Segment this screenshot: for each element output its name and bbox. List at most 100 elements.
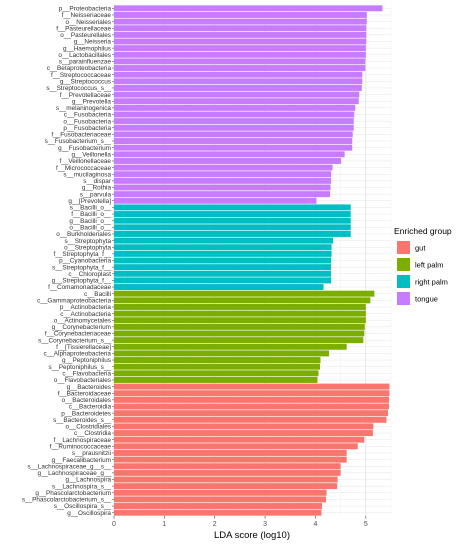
- bar: [114, 443, 358, 450]
- x-tick-label: 0: [112, 521, 116, 528]
- category-label: s__Streptophyta_f__: [52, 264, 111, 271]
- bar: [114, 144, 353, 151]
- bar: [114, 217, 351, 224]
- legend-swatch: [397, 258, 410, 271]
- bar: [114, 244, 332, 251]
- bar: [114, 124, 354, 131]
- category-label: g__Oscillospira: [67, 510, 111, 517]
- bar: [114, 436, 365, 443]
- category-label: p__Bacteroidetes: [61, 410, 111, 417]
- bar: [114, 257, 332, 264]
- category-label: c__Bacteroidia: [69, 404, 112, 411]
- legend-label: right palm: [415, 278, 448, 287]
- category-label: g__Prevotella: [72, 98, 112, 105]
- category-label: f__[Tissierellaceae]: [56, 344, 111, 351]
- category-label: s__dispar: [83, 178, 112, 185]
- category-label: c__Betaproteobacteria: [47, 65, 112, 72]
- bar: [114, 51, 366, 58]
- category-label: p__Proteobacteria: [59, 6, 112, 13]
- bar: [114, 483, 338, 490]
- bar: [114, 390, 390, 397]
- bar: [114, 476, 338, 483]
- category-label: g__Streptophyta_f__: [52, 278, 112, 285]
- bar: [114, 18, 367, 25]
- category-label: s__prausnitzii: [72, 450, 111, 457]
- category-label: g__Lachnospiraceae_g__: [37, 470, 111, 477]
- bar: [114, 65, 366, 72]
- bar: [114, 330, 365, 337]
- category-label: g__Phascolarctobacterium: [35, 490, 111, 497]
- category-label: c__Gammaproteobacteria: [37, 298, 111, 305]
- category-label: g__Faecalibacterium: [52, 457, 111, 464]
- category-label: c__Flavobacteria: [62, 371, 111, 378]
- bar: [114, 376, 318, 383]
- x-tick-label: 3: [263, 521, 267, 528]
- category-label: f__Pasteurellaceae: [56, 25, 111, 32]
- category-label: g__Peptoniphilus: [62, 357, 111, 364]
- legend-label: tongue: [415, 295, 438, 304]
- category-label: g__Neisseria: [74, 39, 112, 46]
- category-label: p__Actinobacteria: [60, 304, 112, 311]
- bar: [114, 363, 320, 370]
- category-label: c__Bacilli: [84, 291, 111, 298]
- category-label: s__melaninogenica: [56, 105, 112, 112]
- bar: [114, 151, 345, 158]
- bar: [114, 204, 351, 211]
- bar: [114, 503, 323, 510]
- category-label: o__Clostridiales: [66, 424, 111, 431]
- bar: [114, 224, 351, 231]
- category-label: o__Streptophyta: [64, 244, 111, 251]
- bar: [114, 38, 367, 45]
- category-label: g__[Prevotella]: [68, 198, 111, 205]
- category-label: f__Ruminococcaceae: [50, 444, 112, 451]
- category-label: g__Veillonella: [72, 152, 112, 159]
- bar: [114, 45, 366, 52]
- bar: [114, 423, 374, 430]
- x-tick-label: 4: [314, 521, 318, 528]
- category-label: g__Bacilli_o__: [69, 218, 111, 225]
- category-label: f__Bacilli_o__: [71, 211, 111, 218]
- category-label: g__Haemophilus: [63, 45, 111, 52]
- category-label: s__Bacilli_o__: [70, 205, 112, 212]
- bar: [114, 337, 364, 344]
- category-label: s__parainfluenzae: [59, 59, 112, 66]
- bar: [114, 509, 322, 516]
- category-label: f__Streptococcaceae: [51, 72, 111, 79]
- category-label: p__Cyanobacteria: [59, 258, 111, 265]
- category-labels: p__Proteobacteriaf__Neisseriaceaeo__Neis…: [22, 6, 114, 517]
- category-label: o__Neisseriales: [66, 19, 111, 26]
- category-label: f__Micrococcaceae: [56, 165, 112, 172]
- legend-title: Enriched group: [394, 226, 452, 236]
- bar: [114, 25, 367, 32]
- category-label: o__Pasteurellales: [60, 32, 111, 39]
- category-label: f__Lachnospiraceae: [53, 437, 111, 444]
- bar: [114, 84, 362, 91]
- bar: [114, 31, 367, 38]
- category-label: f__Fusobacteriaceae: [51, 132, 111, 139]
- bar: [114, 237, 334, 244]
- bar: [114, 230, 351, 237]
- category-label: s__Corynebacterium_s__: [38, 337, 111, 344]
- bar: [114, 416, 387, 423]
- bar: [114, 71, 363, 78]
- category-label: o__Flavobacteriales: [54, 377, 111, 384]
- category-label: f__Bacteroidaceae: [58, 390, 112, 397]
- bar: [114, 496, 327, 503]
- category-label: c__Clostridia: [74, 430, 111, 437]
- x-tick-label: 2: [213, 521, 217, 528]
- category-label: f__Streptophyta_f__: [53, 251, 111, 258]
- x-axis-ticks: 0 1 2 3 4 5: [112, 516, 368, 528]
- x-tick-label: 5: [364, 521, 368, 528]
- bar: [114, 410, 388, 417]
- category-label: c__Fusobacteria: [64, 112, 112, 119]
- bars-layer: [114, 5, 390, 516]
- bar: [114, 184, 331, 191]
- legend-label: left palm: [415, 261, 443, 270]
- category-label: s__Bacteroides_s__: [53, 417, 111, 424]
- bar: [114, 111, 355, 118]
- category-label: p__Fusobacteria: [63, 125, 111, 132]
- category-label: s__Streptophyta: [64, 238, 111, 245]
- bar: [114, 164, 333, 171]
- category-label: o__Bacteroidales: [62, 397, 111, 404]
